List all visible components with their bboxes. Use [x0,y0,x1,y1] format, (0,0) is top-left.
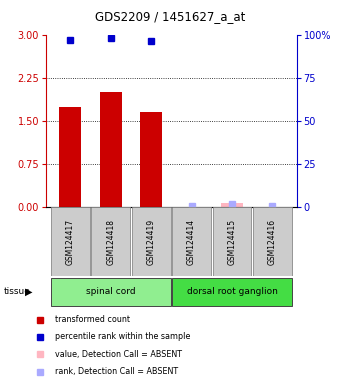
Text: GDS2209 / 1451627_a_at: GDS2209 / 1451627_a_at [95,10,246,23]
Bar [140,113,162,207]
Text: GSM124419: GSM124419 [147,219,155,265]
Text: GSM124414: GSM124414 [187,219,196,265]
Text: GSM124418: GSM124418 [106,219,115,265]
FancyBboxPatch shape [91,207,130,276]
Bar [59,107,81,207]
Text: percentile rank within the sample: percentile rank within the sample [55,333,191,341]
FancyBboxPatch shape [172,207,211,276]
Bar [221,203,243,207]
FancyBboxPatch shape [212,207,251,276]
Text: GSM124417: GSM124417 [66,219,75,265]
Text: value, Detection Call = ABSENT: value, Detection Call = ABSENT [55,350,182,359]
FancyBboxPatch shape [132,207,170,276]
Text: tissue: tissue [3,287,30,296]
Text: rank, Detection Call = ABSENT: rank, Detection Call = ABSENT [55,367,178,376]
Bar [100,92,122,207]
FancyBboxPatch shape [172,278,292,306]
Text: transformed count: transformed count [55,315,130,324]
Text: GSM124416: GSM124416 [268,219,277,265]
Text: GSM124415: GSM124415 [227,219,237,265]
FancyBboxPatch shape [51,278,170,306]
Text: spinal cord: spinal cord [86,287,135,296]
Text: ▶: ▶ [25,287,32,297]
Text: dorsal root ganglion: dorsal root ganglion [187,287,278,296]
FancyBboxPatch shape [51,207,90,276]
FancyBboxPatch shape [253,207,292,276]
